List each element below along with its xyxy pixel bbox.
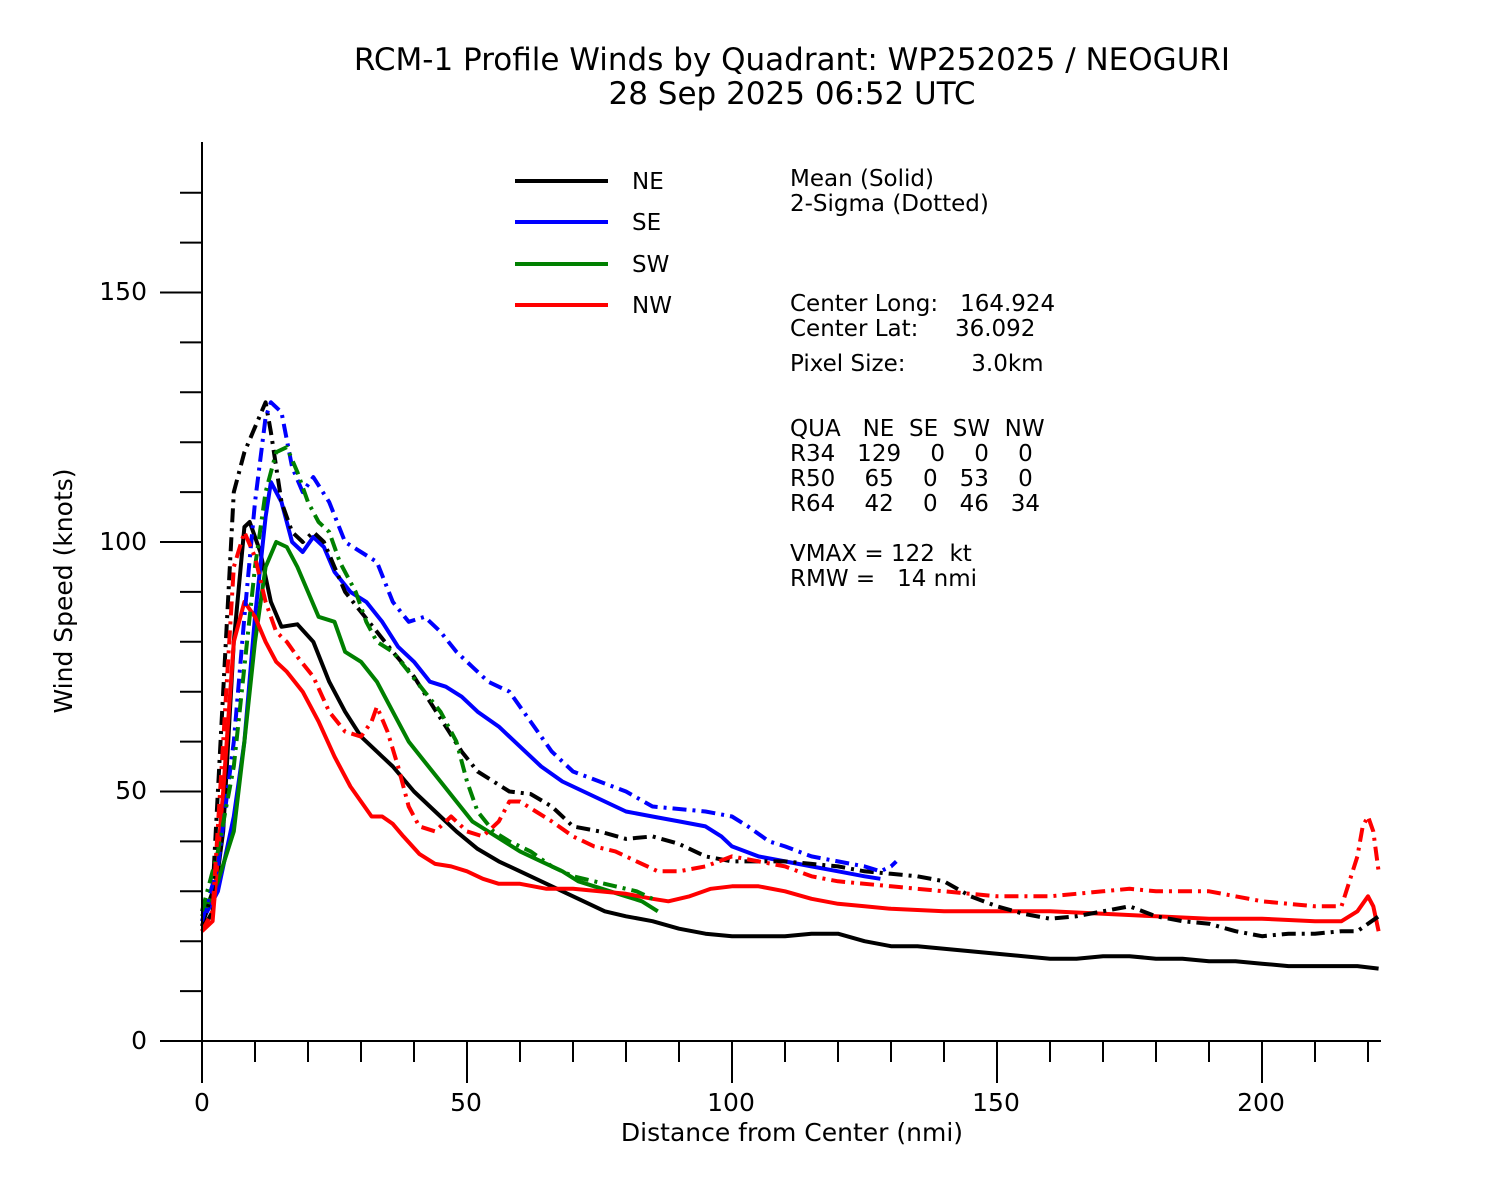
- legend-label-se: SE: [632, 210, 661, 236]
- center-long: Center Long: 164.924: [790, 291, 1055, 317]
- vmax: VMAX = 122 kt: [790, 541, 972, 567]
- series-layer: [200, 400, 1381, 971]
- ticks: [160, 191, 1369, 1083]
- series-nw-mean: [200, 599, 1381, 933]
- legend-label-nw: NW: [632, 293, 672, 319]
- note-mean-solid: Mean (Solid): [790, 166, 934, 192]
- legend-label-ne: NE: [632, 169, 664, 195]
- series-nw-sigma: [200, 530, 1381, 933]
- radii-row-r50: R50 65 0 53 0: [790, 466, 1033, 492]
- series-sw-mean: [200, 540, 659, 918]
- chart-title: RCM-1 Profile Winds by Quadrant: WP25202…: [354, 42, 1230, 78]
- x-axis-label: Distance from Center (nmi): [621, 1118, 963, 1147]
- legend-label-sw: SW: [632, 252, 669, 278]
- center-lat: Center Lat: 36.092: [790, 316, 1035, 342]
- x-tick-label-100: 100: [707, 1088, 755, 1117]
- x-tick-label-150: 150: [972, 1088, 1020, 1117]
- legend: NE SE SW NW: [515, 169, 672, 319]
- chart-subtitle: 28 Sep 2025 06:52 UTC: [609, 76, 976, 112]
- radii-table-header: QUA NE SE SW NW: [790, 416, 1045, 442]
- series-ne-mean: [200, 520, 1379, 971]
- y-tick-label-150: 150: [99, 277, 147, 306]
- series-se-sigma: [200, 400, 898, 922]
- note-2sigma-dotted: 2-Sigma (Dotted): [790, 191, 989, 217]
- radii-row-r64: R64 42 0 46 34: [790, 491, 1040, 517]
- series-sw-sigma: [200, 445, 659, 912]
- rmw: RMW = 14 nmi: [790, 566, 977, 592]
- y-tick-label-100: 100: [99, 527, 147, 556]
- radii-row-r34: R34 129 0 0 0: [790, 441, 1033, 467]
- x-tick-label-0: 0: [194, 1088, 210, 1117]
- x-tick-label-200: 200: [1237, 1088, 1285, 1117]
- info-block: Mean (Solid) 2-Sigma (Dotted) Center Lon…: [790, 166, 1055, 592]
- pixel-size: Pixel Size: 3.0km: [790, 351, 1044, 377]
- y-tick-label-0: 0: [131, 1026, 147, 1055]
- y-tick-label-50: 50: [115, 776, 147, 805]
- y-axis-label: Wind Speed (knots): [49, 468, 78, 713]
- series-ne-sigma: [200, 400, 1380, 939]
- x-tick-label-50: 50: [450, 1088, 482, 1117]
- series-se-mean: [200, 480, 881, 923]
